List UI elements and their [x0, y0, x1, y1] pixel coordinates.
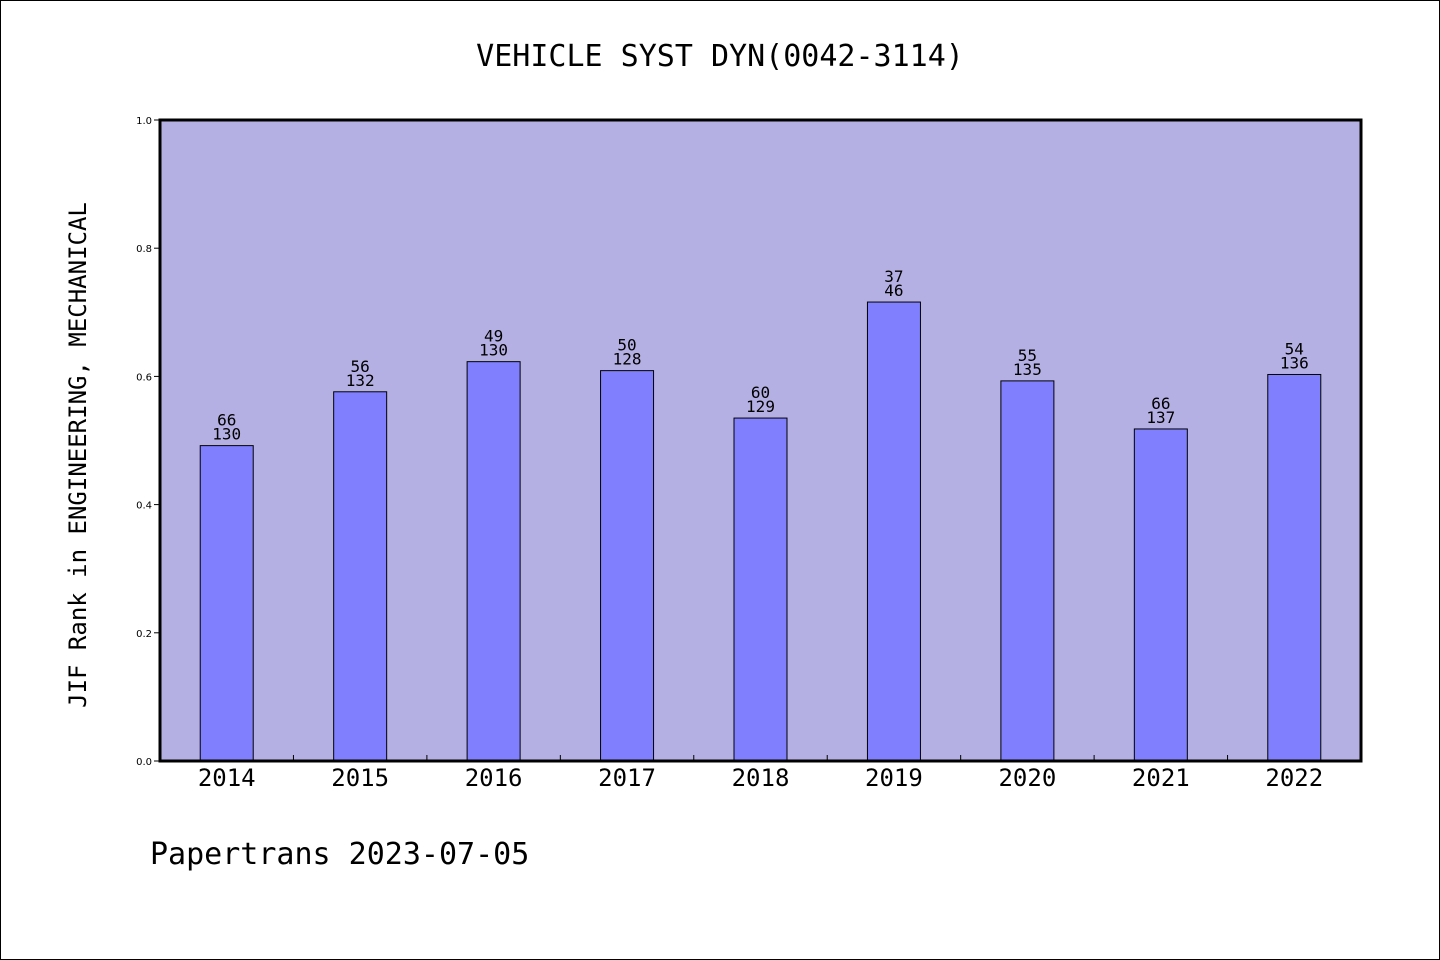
bar-total-label: 46: [884, 281, 903, 300]
bar-total-label: 132: [346, 371, 375, 390]
x-tick-label: 2016: [465, 764, 523, 792]
bar-rank-label: 37: [884, 267, 903, 286]
bar-2017: [600, 370, 655, 762]
x-tick-label: 2017: [598, 764, 656, 792]
bar-total-label: 129: [746, 397, 775, 416]
bar-2014: [199, 445, 254, 762]
y-tick-label: 0.4: [136, 501, 152, 512]
x-tick-label: 2019: [865, 764, 923, 792]
bar-rank-label: 56: [351, 357, 370, 376]
bar-2016: [466, 361, 521, 762]
y-tick-label: 1.0: [136, 116, 152, 127]
x-tick-label: 2020: [998, 764, 1056, 792]
x-tick-label: 2018: [732, 764, 790, 792]
bar-2021: [1133, 428, 1188, 762]
y-tick-label: 0.8: [136, 244, 152, 255]
bar-rank-label: 54: [1285, 339, 1304, 358]
bar-total-label: 130: [479, 341, 508, 360]
y-tick-label: 0.0: [136, 757, 152, 768]
x-axis: 2014 2015 2016 2017 2018 2019 2020 2021 2022: [159, 755, 1362, 792]
x-tick-label: 2021: [1132, 764, 1190, 792]
y-tick-label: 0.2: [136, 629, 152, 640]
chart-title: VEHICLE SYST DYN(0042-3114): [476, 39, 964, 74]
y-axis: 0.0 0.2 0.4 0.6 0.8 1.0: [136, 116, 160, 768]
y-tick-label: 0.6: [136, 372, 152, 383]
bar-2015: [333, 391, 388, 762]
footer-text: Papertrans 2023-07-05: [150, 837, 529, 872]
bar-2018: [733, 417, 788, 762]
bar-2022: [1267, 373, 1322, 762]
x-tick-label: 2022: [1265, 764, 1323, 792]
bar-total-label: 136: [1280, 353, 1309, 372]
bar-2019: [866, 301, 921, 762]
bar-total-label: 128: [613, 350, 642, 369]
x-tick-label: 2015: [331, 764, 389, 792]
bar-rank-label: 55: [1018, 346, 1037, 365]
bar-rank-label: 66: [1151, 394, 1170, 413]
bar-total-label: 137: [1146, 408, 1175, 427]
bar-rank-label: 60: [751, 383, 770, 402]
x-tick-label: 2014: [198, 764, 256, 792]
plot-border: [158, 118, 1363, 763]
bar-rank-label: 50: [617, 336, 636, 355]
bar-rank-label: 49: [484, 327, 503, 346]
bar-total-label: 135: [1013, 360, 1042, 379]
bar-2020: [1000, 380, 1055, 762]
bar-rank-label: 66: [217, 411, 236, 430]
bar-total-label: 130: [212, 425, 241, 444]
y-axis-label: JIF Rank in ENGINEERING, MECHANICAL: [64, 202, 92, 708]
